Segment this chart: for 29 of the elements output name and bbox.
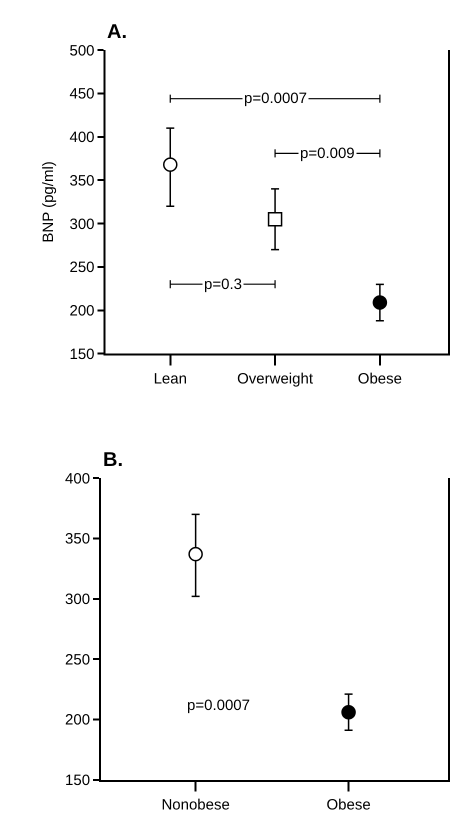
annotation: p=0.009 bbox=[300, 145, 355, 162]
x-tick-label: Lean bbox=[154, 370, 187, 388]
x-tick-label: Overweight bbox=[237, 370, 314, 388]
y-tick-label: 500 bbox=[70, 42, 95, 60]
annotation: p=0.3 bbox=[204, 276, 242, 293]
annotation: p=0.0007 bbox=[187, 697, 250, 714]
y-tick-label: 250 bbox=[70, 259, 95, 276]
y-axis-title: BNP (pg/ml) bbox=[40, 161, 58, 243]
y-tick-label: 250 bbox=[65, 651, 90, 668]
annotation: p=0.0007 bbox=[244, 90, 307, 107]
y-tick-label: 150 bbox=[65, 772, 90, 790]
y-tick-label: 150 bbox=[70, 346, 95, 363]
chart-title: A. bbox=[107, 21, 127, 43]
chart-title: B. bbox=[103, 449, 123, 471]
point bbox=[163, 157, 178, 172]
y-tick-label: 400 bbox=[65, 470, 90, 488]
y-tick-label: 350 bbox=[70, 172, 95, 190]
y-tick-label: 200 bbox=[70, 302, 95, 320]
y-tick-label: 400 bbox=[70, 129, 95, 146]
x-tick-label: Obese bbox=[358, 370, 402, 388]
point bbox=[372, 295, 388, 310]
y-tick-label: 450 bbox=[70, 86, 95, 103]
y-tick-label: 350 bbox=[65, 530, 90, 548]
point bbox=[268, 212, 282, 227]
x-tick-label: Obese bbox=[326, 796, 371, 814]
y-tick-label: 300 bbox=[70, 216, 95, 233]
y-tick-label: 300 bbox=[65, 591, 90, 608]
y-tick-label: 200 bbox=[65, 712, 90, 729]
x-tick-label: Nonobese bbox=[161, 796, 230, 814]
